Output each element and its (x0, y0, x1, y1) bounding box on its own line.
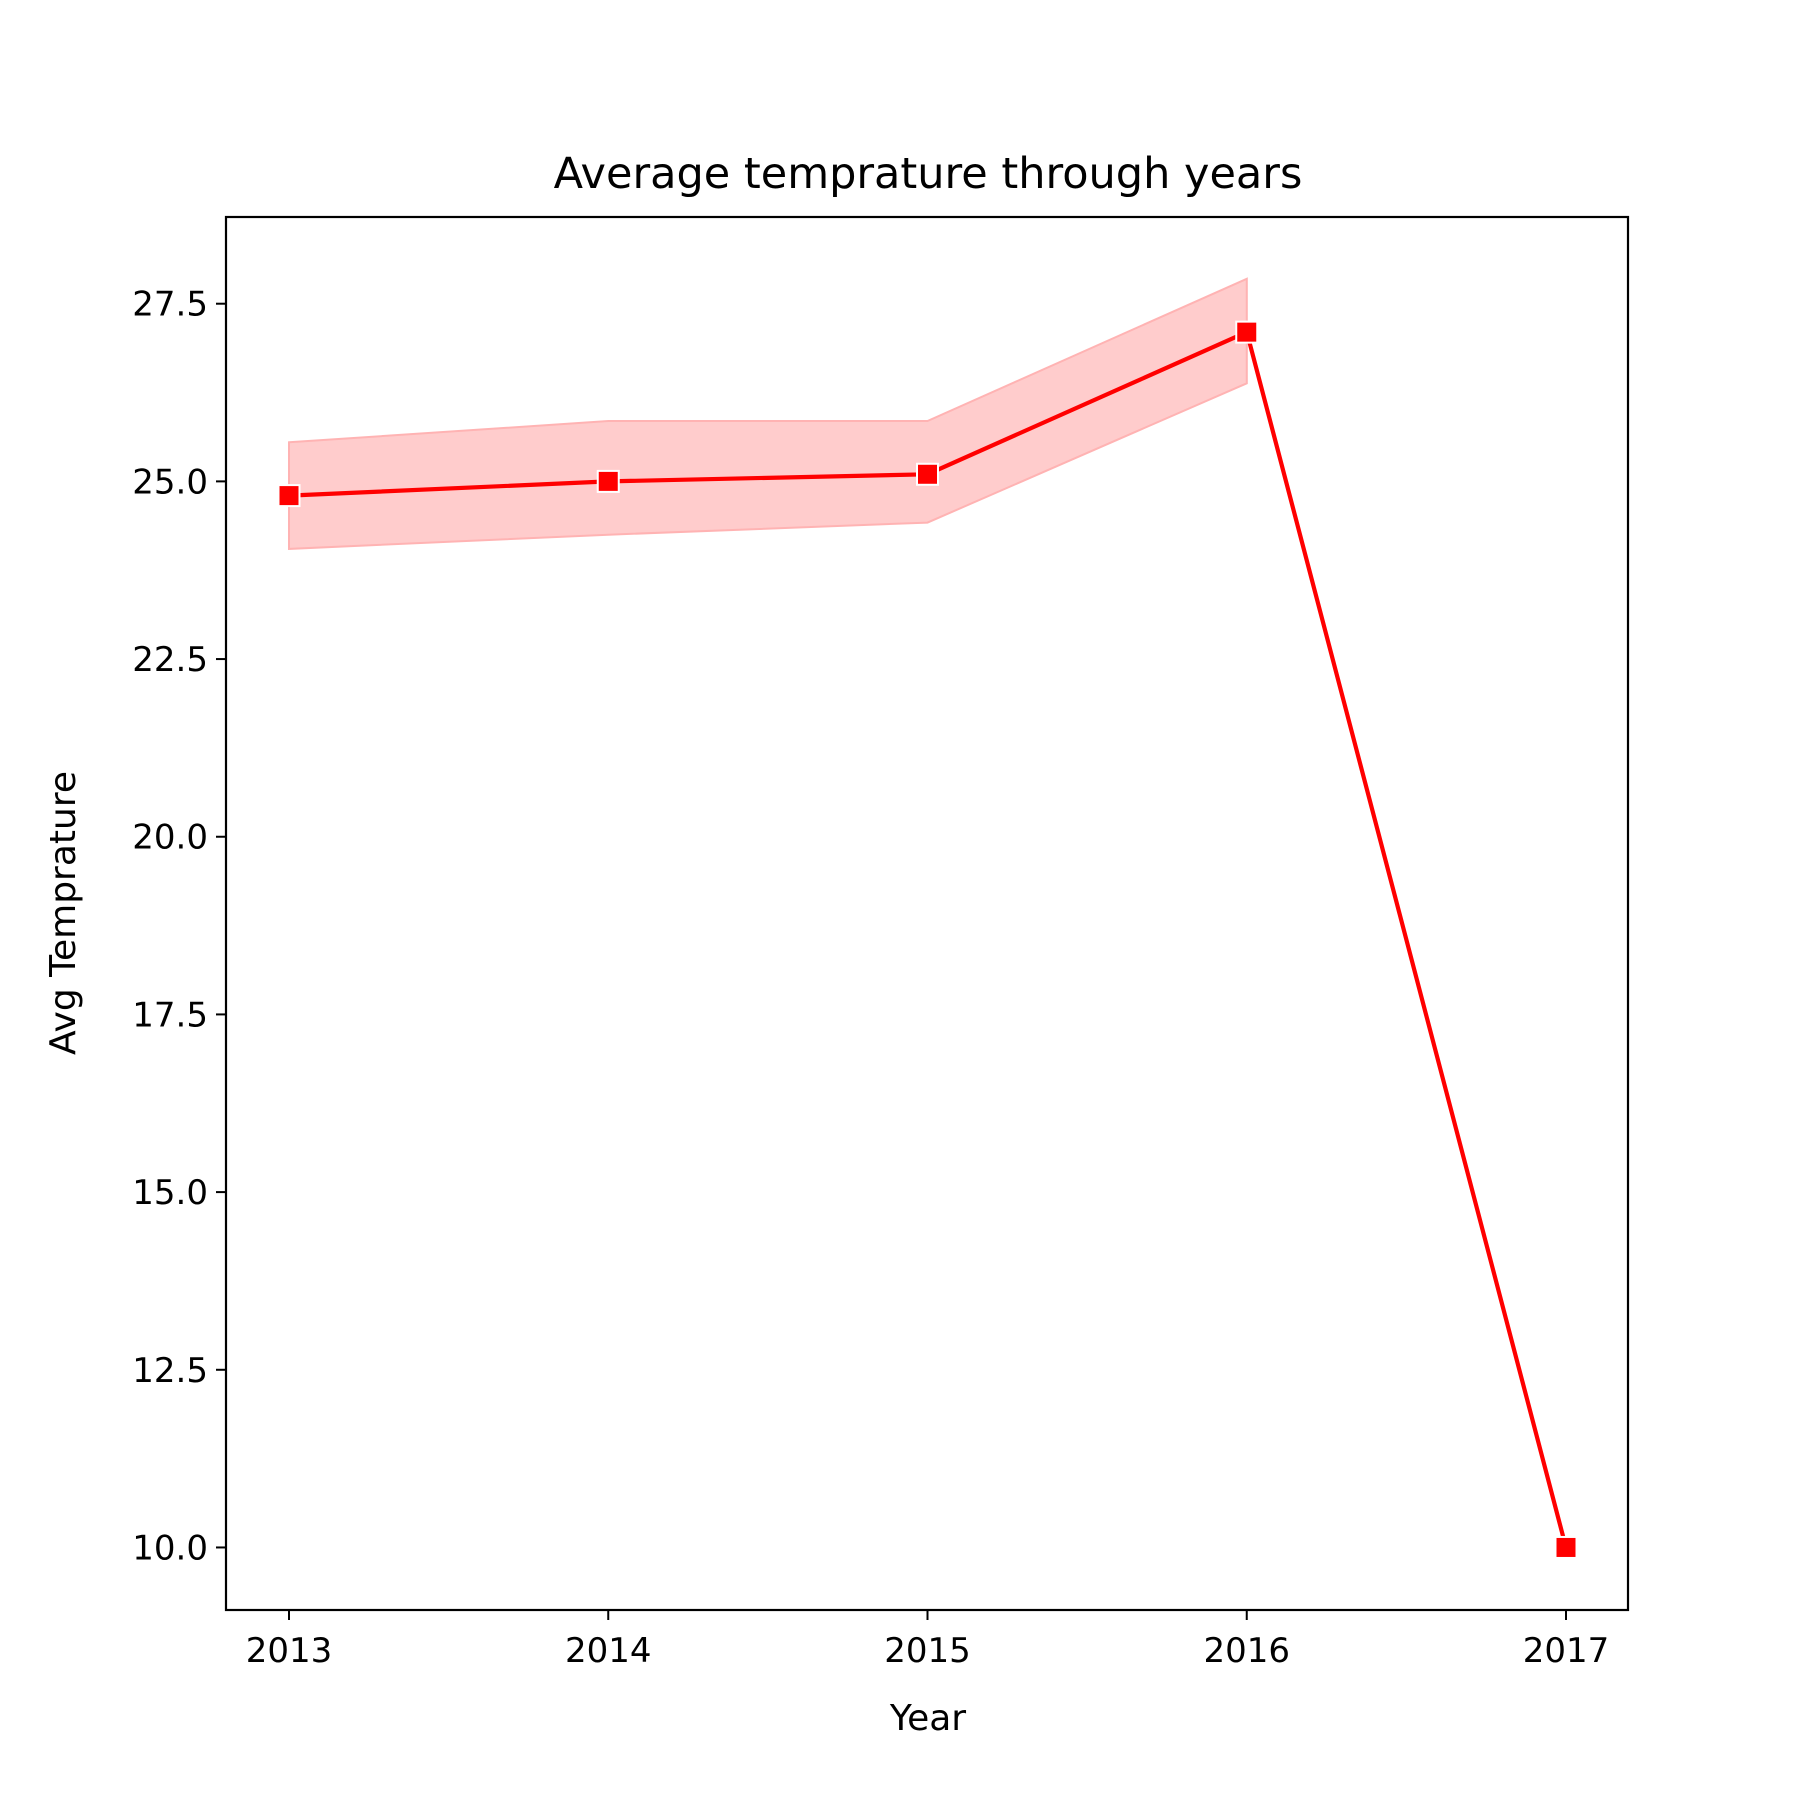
x-tick-label: 2015 (884, 1631, 971, 1671)
x-axis: 2013 2014 2015 2016 2017 (246, 1610, 1610, 1671)
y-tick-label: 12.5 (132, 1351, 208, 1391)
confidence-band (288, 277, 1248, 550)
x-tick-label: 2014 (565, 1631, 652, 1671)
data-point (596, 469, 620, 493)
y-tick-label: 25.0 (132, 462, 208, 502)
data-point (277, 484, 301, 508)
confidence-band-layer (288, 277, 1248, 550)
y-tick-label: 27.5 (132, 285, 208, 325)
y-axis-label: Avg Temprature (43, 771, 84, 1055)
data-point (916, 462, 939, 486)
data-point (1554, 1535, 1578, 1559)
y-tick-label: 17.5 (132, 995, 208, 1035)
y-tick-label: 20.0 (132, 818, 208, 858)
x-tick-label: 2017 (1523, 1631, 1610, 1671)
x-tick-label: 2016 (1203, 1631, 1290, 1671)
chart-title: Average temprature through years (554, 149, 1303, 199)
data-point (1235, 320, 1259, 344)
y-tick-label: 15.0 (132, 1173, 208, 1213)
x-axis-label: Year (889, 1698, 966, 1739)
y-axis: 10.0 12.5 15.0 17.5 20.0 22.5 25.0 27.5 (132, 285, 226, 1568)
data-point-layer (277, 320, 1578, 1559)
x-tick-label: 2013 (246, 1631, 333, 1671)
y-tick-label: 10.0 (132, 1528, 208, 1568)
y-tick-label: 22.5 (132, 640, 208, 680)
